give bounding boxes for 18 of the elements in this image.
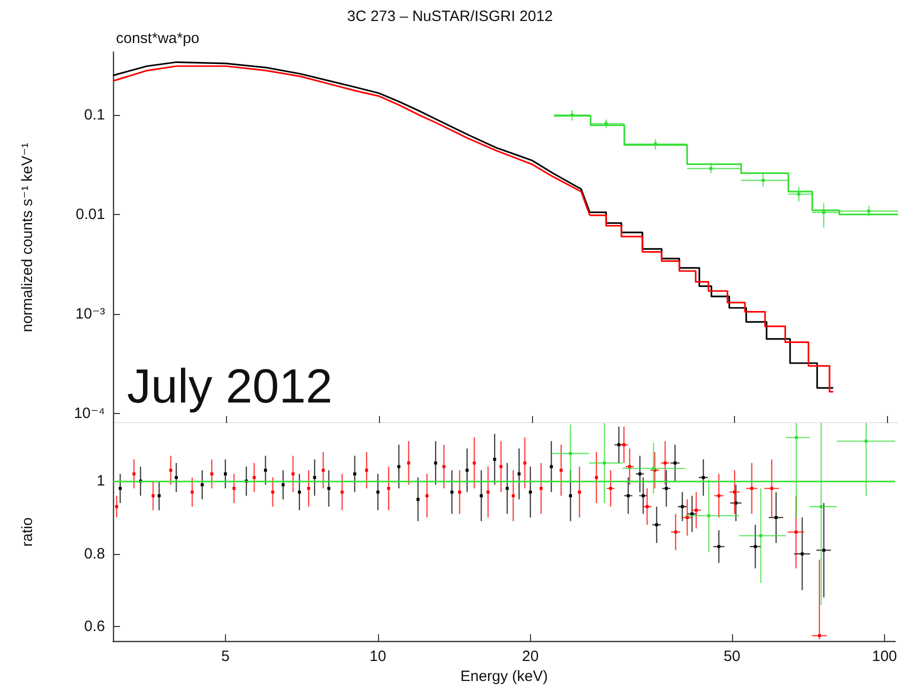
y-axis-title: ratio xyxy=(19,517,36,547)
y-tick-label: 10⁻⁴ xyxy=(74,404,105,422)
x-axis-title: Energy (keV) xyxy=(460,668,548,685)
chart-title: 3C 273 – NuSTAR/ISGRI 2012 xyxy=(347,8,553,25)
x-tick-label: 100 xyxy=(872,648,897,666)
x-tick-label: 20 xyxy=(522,648,539,666)
y-tick-label: 0.1 xyxy=(84,106,105,124)
y-tick-label: 0.6 xyxy=(84,618,105,636)
y-tick-label: 0.8 xyxy=(84,545,105,562)
x-tick-label: 5 xyxy=(221,648,230,666)
annotation: July 2012 xyxy=(127,360,332,414)
y-tick-label: 10⁻³ xyxy=(75,305,105,322)
x-tick-label: 50 xyxy=(724,648,740,666)
y-tick-label: 0.01 xyxy=(76,206,105,223)
chart-subtitle: const*wa*po xyxy=(116,30,200,47)
y-tick-label: 1 xyxy=(96,472,105,490)
y-axis-title: normalized counts s⁻¹ keV⁻¹ xyxy=(19,142,36,332)
x-tick-label: 10 xyxy=(370,648,386,666)
